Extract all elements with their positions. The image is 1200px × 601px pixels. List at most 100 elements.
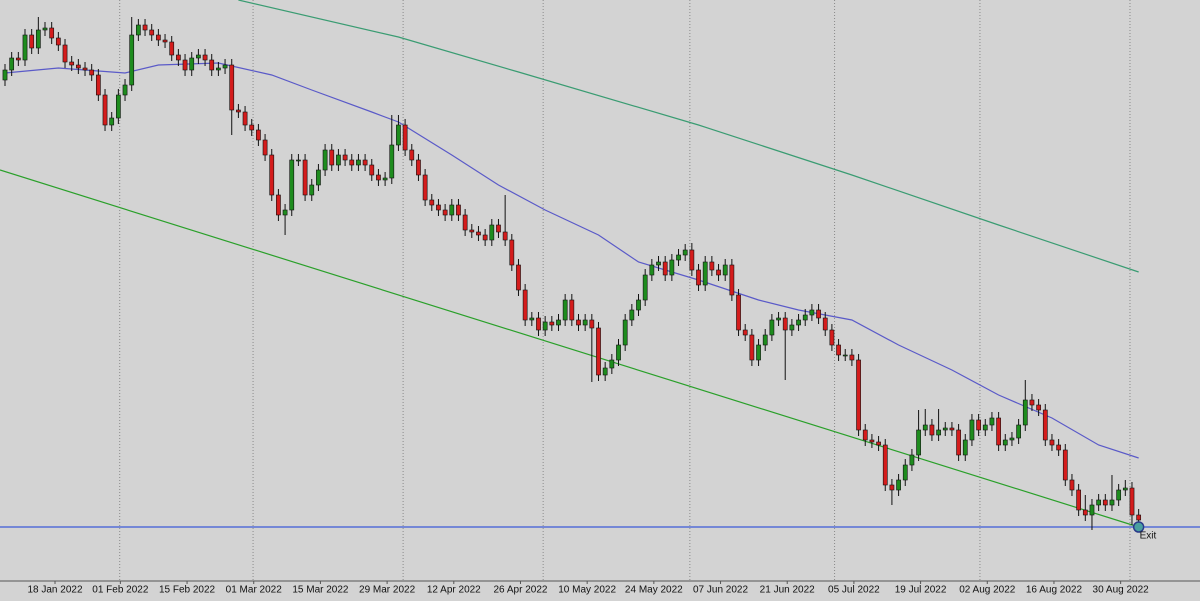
candle-body xyxy=(722,264,728,276)
candle-body xyxy=(349,159,355,166)
candle-body xyxy=(796,319,801,326)
candle-body xyxy=(969,419,975,441)
candle-body xyxy=(1036,404,1041,411)
x-tick-label: 24 May 2022 xyxy=(625,585,683,596)
x-tick-label: 30 Aug 2022 xyxy=(1093,585,1150,596)
candle-body xyxy=(709,261,715,271)
candle-body xyxy=(676,254,681,261)
x-tick-label: 18 Jan 2022 xyxy=(27,585,82,596)
candle-body xyxy=(462,214,468,231)
candle-body xyxy=(716,269,721,276)
x-tick-label: 01 Mar 2022 xyxy=(226,585,283,596)
candle-body xyxy=(989,417,995,426)
candle-body xyxy=(389,144,395,179)
x-tick-label: 12 Apr 2022 xyxy=(427,585,481,596)
x-tick-label: 10 May 2022 xyxy=(558,585,616,596)
candle-body xyxy=(742,329,748,336)
candle-body xyxy=(882,444,888,486)
candle-body xyxy=(75,64,81,69)
candle-body xyxy=(562,299,568,321)
candle-body xyxy=(862,429,868,441)
candle-body xyxy=(189,57,195,71)
candle-body xyxy=(236,109,241,113)
candle-body xyxy=(242,111,248,126)
candle-body xyxy=(809,309,815,316)
candle-body xyxy=(289,159,295,211)
overlay-line xyxy=(4,62,1139,459)
candle-body xyxy=(836,344,841,356)
candle-body xyxy=(536,317,541,331)
candle-body xyxy=(956,429,961,456)
candle-body xyxy=(222,64,228,69)
candle-body xyxy=(909,454,915,466)
candle-body xyxy=(162,39,168,43)
candle-body xyxy=(756,344,761,361)
candle-body xyxy=(736,294,741,331)
candle-body xyxy=(82,67,88,71)
x-tick-label: 26 Apr 2022 xyxy=(494,585,548,596)
candle-body xyxy=(829,329,835,346)
candle-body xyxy=(516,264,521,291)
candle-body xyxy=(436,204,441,211)
candle-body xyxy=(95,74,101,96)
x-tick-label: 05 Jul 2022 xyxy=(828,585,880,596)
candle-body xyxy=(15,57,21,61)
exit-marker xyxy=(1132,521,1145,533)
candle-body xyxy=(369,164,375,176)
x-tick-label: 02 Aug 2022 xyxy=(959,585,1016,596)
candle-body xyxy=(596,327,601,376)
x-tick-label: 15 Mar 2022 xyxy=(292,585,349,596)
candle-body xyxy=(636,299,641,311)
candle-body xyxy=(642,274,648,301)
candle-body xyxy=(609,359,615,369)
candle-body xyxy=(889,484,895,491)
candle-body xyxy=(69,61,75,66)
x-tick-label: 07 Jun 2022 xyxy=(693,585,748,596)
candle-body xyxy=(2,69,8,81)
candle-body xyxy=(762,334,768,346)
candle-body xyxy=(976,419,981,431)
candle-body xyxy=(902,464,908,481)
candle-body xyxy=(1022,399,1028,426)
candle-body xyxy=(529,317,535,321)
candle-body xyxy=(502,231,508,241)
candle-body xyxy=(262,139,268,156)
candle-body xyxy=(129,34,135,86)
candle-body xyxy=(169,41,175,56)
candle-body xyxy=(822,317,828,331)
candle-body xyxy=(782,317,788,331)
candle-body xyxy=(936,429,941,436)
candle-body xyxy=(249,124,255,131)
candle-body xyxy=(849,354,855,361)
candle-body xyxy=(1122,487,1128,491)
candle-body xyxy=(649,264,655,276)
x-tick-label: 16 Aug 2022 xyxy=(1026,585,1083,596)
candle-body xyxy=(1056,444,1061,451)
candle-body xyxy=(216,67,221,71)
candle-body xyxy=(376,174,381,181)
candle-body xyxy=(176,54,181,61)
candle-body xyxy=(669,259,675,276)
candle-body xyxy=(209,59,215,71)
candle-body xyxy=(296,159,301,162)
candle-body xyxy=(149,29,155,36)
candle-body xyxy=(1089,504,1095,516)
candle-body xyxy=(509,239,515,266)
candle-body xyxy=(549,321,555,326)
candle-body xyxy=(802,314,808,321)
candle-body xyxy=(55,37,61,46)
candle-body xyxy=(616,344,621,361)
candle-body xyxy=(269,154,275,196)
candle-body xyxy=(309,184,315,196)
candle-body xyxy=(949,427,955,431)
candle-body xyxy=(329,149,335,166)
candle-body xyxy=(49,27,55,39)
candle-body xyxy=(856,359,861,431)
candle-body xyxy=(522,289,528,321)
candle-body xyxy=(769,319,775,336)
candle-body xyxy=(1009,437,1015,441)
candle-body xyxy=(276,194,281,216)
candle-body xyxy=(789,324,795,331)
candle-body xyxy=(1116,489,1122,501)
